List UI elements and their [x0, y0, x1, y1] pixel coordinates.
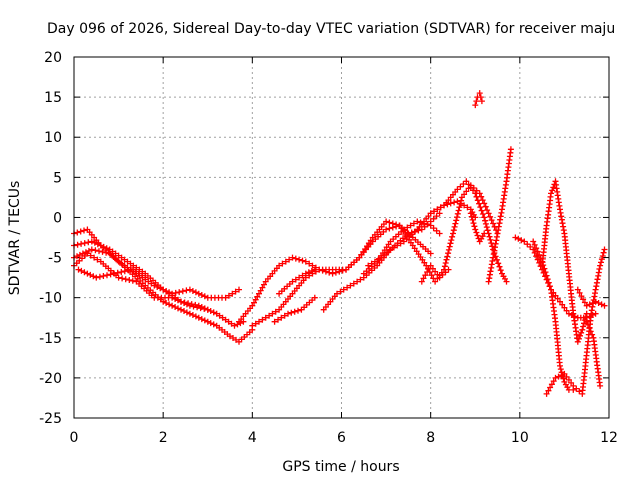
series-arc-2: [71, 238, 247, 329]
series-arc-12: [360, 218, 443, 277]
x-tick-label: 0: [70, 430, 79, 446]
series-arc-18: [485, 146, 514, 285]
y-axis-label: SDTVAR / TECUs: [7, 181, 23, 296]
plus-markers: [320, 198, 479, 313]
series-arc-16: [467, 210, 488, 245]
plus-markers: [467, 210, 488, 245]
y-tick-label: 20: [44, 50, 62, 66]
y-tick-label: 15: [44, 90, 62, 106]
plus-markers: [71, 238, 247, 329]
x-tick-label: 6: [337, 430, 346, 446]
series-arc-20: [530, 238, 577, 393]
series-arc-21: [539, 178, 590, 345]
series-arc-5: [75, 266, 149, 281]
y-tick-label: -20: [39, 371, 62, 387]
y-tick-label: 5: [53, 170, 62, 186]
x-tick-label: 2: [159, 430, 168, 446]
plus-markers: [276, 266, 318, 297]
y-tick-label: -5: [48, 251, 62, 267]
series-arc-24: [583, 318, 604, 389]
plus-markers: [485, 146, 514, 285]
series-arc-23: [574, 286, 608, 309]
plus-markers: [472, 90, 485, 109]
tick-labels: 0 2 4 6 8 10 12 20 15 10 5 0 -5 -10 -15 -20 -25: [39, 50, 618, 446]
y-tick-label: -15: [39, 331, 62, 347]
plus-markers: [418, 262, 452, 285]
x-tick-label: 12: [600, 430, 618, 446]
plus-markers: [271, 294, 318, 325]
plus-markers: [530, 238, 577, 393]
plus-markers: [574, 286, 608, 309]
plus-markers: [75, 266, 149, 281]
series-arc-9: [271, 294, 318, 325]
data-marks: [71, 90, 608, 397]
grid-lines: [74, 57, 609, 418]
y-tick-label: 10: [44, 130, 62, 146]
plus-markers: [543, 246, 608, 397]
y-tick-label: -25: [39, 411, 62, 427]
series-arc-10: [320, 198, 479, 313]
x-tick-label: 10: [511, 430, 529, 446]
plus-markers: [583, 318, 604, 389]
y-tick-label: -10: [39, 291, 62, 307]
chart-title: Day 096 of 2026, Sidereal Day-to-day VTE…: [47, 21, 615, 37]
plus-markers: [360, 218, 443, 277]
plus-markers: [71, 226, 242, 301]
series-arc-14: [418, 262, 452, 285]
plot-frame: [73, 56, 610, 419]
plus-markers: [249, 222, 403, 329]
x-tick-label: 4: [248, 430, 257, 446]
y-tick-label: 0: [53, 210, 62, 226]
series-arc-7: [249, 222, 403, 329]
x-axis-label: GPS time / hours: [282, 459, 399, 475]
series-arc-22: [543, 246, 608, 397]
plus-markers: [539, 178, 590, 345]
series-arc-8: [276, 266, 318, 297]
series-arc-17: [472, 90, 485, 109]
x-tick-label: 8: [426, 430, 435, 446]
series-arc-1: [71, 226, 242, 301]
